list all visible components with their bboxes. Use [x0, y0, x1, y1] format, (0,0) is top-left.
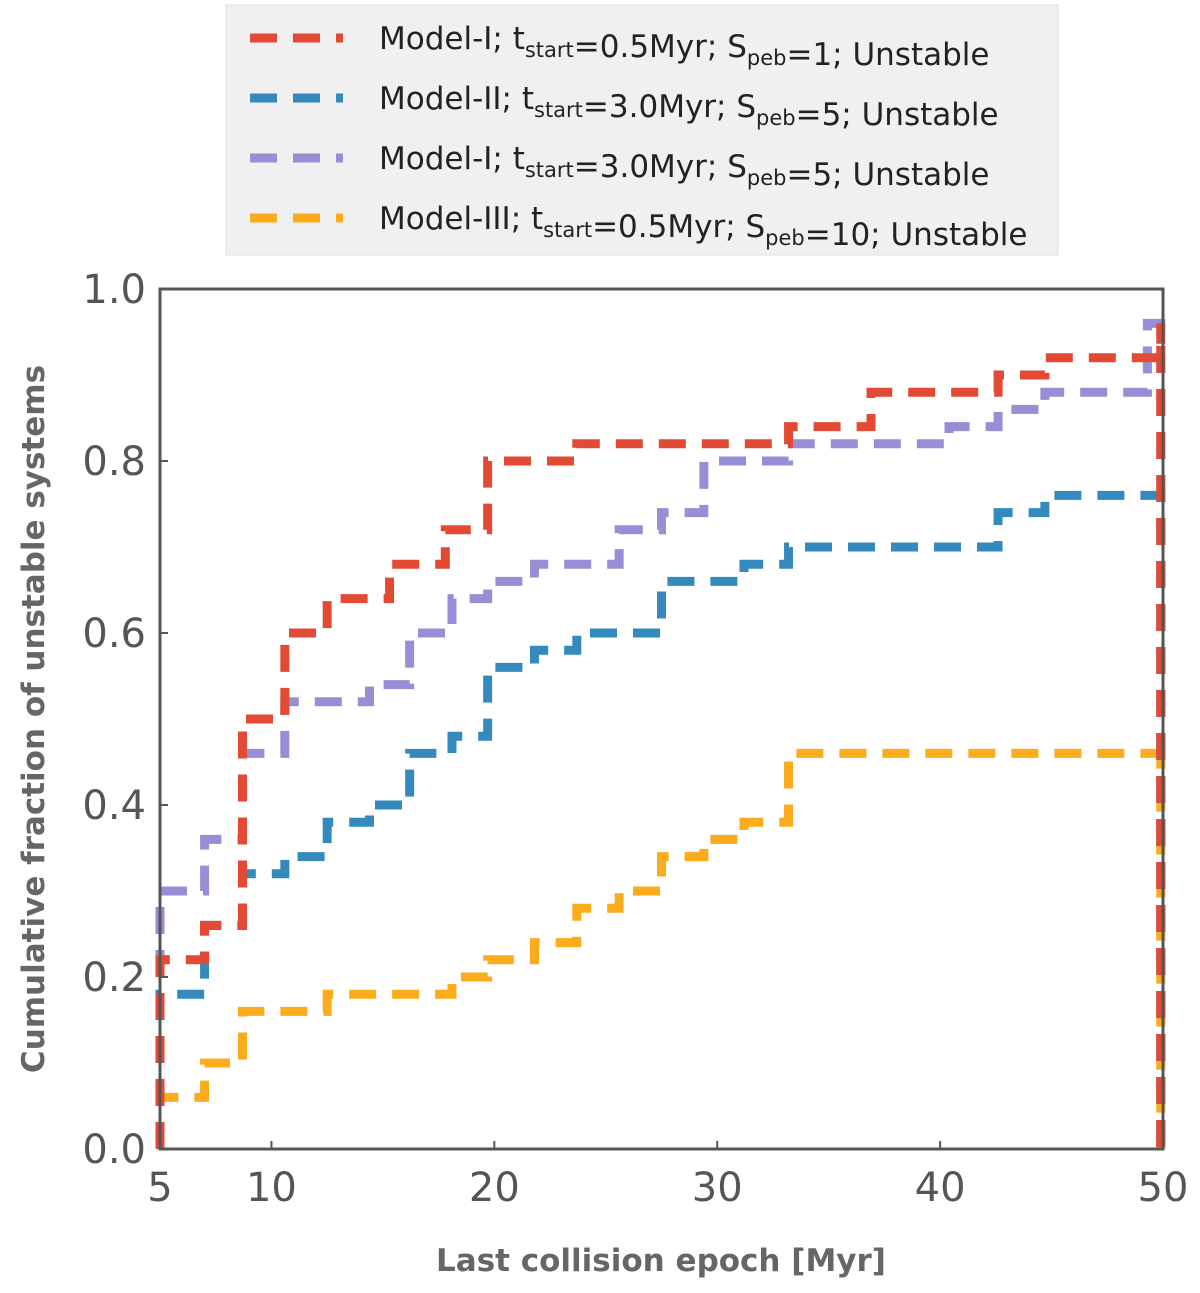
legend-label-part: =5; Unstable [796, 97, 999, 133]
y-tick-label: 0.2 [82, 955, 146, 1001]
x-tick-label: 20 [469, 1165, 520, 1211]
y-tick-label: 0.0 [82, 1127, 146, 1173]
x-axis-label: Last collision epoch [Myr] [436, 1243, 886, 1279]
legend-label-part: start [543, 218, 592, 242]
legend-background [225, 4, 1059, 256]
series-line-4 [155, 736, 1166, 1149]
y-tick-label: 0.4 [82, 783, 146, 829]
legend-label-part: Model-III; t [379, 201, 543, 237]
legend-label-3: Model-I; tstart=3.0Myr; Speb=5; Unstable [379, 141, 989, 193]
y-tick-label: 1.0 [82, 267, 146, 313]
legend-label-part: peb [747, 46, 787, 70]
legend-label-part: =1; Unstable [786, 37, 989, 73]
y-axis-label: Cumulative fraction of unstable systems [16, 365, 52, 1073]
x-tick-label: 50 [1138, 1165, 1189, 1211]
y-tick-label: 0.6 [82, 611, 146, 657]
series-line-2 [155, 490, 1166, 1149]
x-tick-label: 5 [147, 1165, 172, 1211]
legend-label-part: =0.5Myr; S [574, 29, 747, 65]
plot-frame [158, 287, 1165, 1151]
legend-label-part: start [525, 158, 574, 182]
legend-label-part: peb [756, 106, 796, 130]
y-tick-label: 0.8 [82, 439, 146, 485]
tick-layer: 5 10 20 30 40 50 0.0 0.2 0.4 0.6 0.8 1.0 [82, 267, 1188, 1211]
x-tick-label: 40 [915, 1165, 966, 1211]
legend-label-part: Model-I; t [379, 141, 525, 177]
legend: Model-I; tstart=0.5Myr; Speb=1; Unstable… [225, 4, 1059, 256]
series-layer [155, 318, 1166, 1149]
legend-label-part: Model-II; t [379, 81, 534, 117]
x-tick-label: 10 [246, 1165, 297, 1211]
legend-label-1: Model-I; tstart=0.5Myr; Speb=1; Unstable [379, 21, 989, 73]
legend-label-part: =3.0Myr; S [583, 89, 756, 125]
legend-label-part: start [534, 98, 583, 122]
series-line-1 [155, 323, 1166, 1149]
legend-label-part: peb [747, 166, 787, 190]
legend-label-part: =0.5Myr; S [592, 209, 765, 245]
legend-label-part: peb [765, 226, 805, 250]
legend-label-part: =3.0Myr; S [574, 149, 747, 185]
legend-label-part: start [525, 38, 574, 62]
legend-label-4: Model-III; tstart=0.5Myr; Speb=10; Unsta… [379, 201, 1028, 253]
legend-label-part: Model-I; t [379, 21, 525, 57]
legend-label-2: Model-II; tstart=3.0Myr; Speb=5; Unstabl… [379, 81, 999, 133]
x-tick-label: 30 [692, 1165, 743, 1211]
legend-label-part: =10; Unstable [805, 217, 1028, 253]
legend-label-part: =5; Unstable [786, 157, 989, 193]
series-line-3 [155, 318, 1166, 1149]
